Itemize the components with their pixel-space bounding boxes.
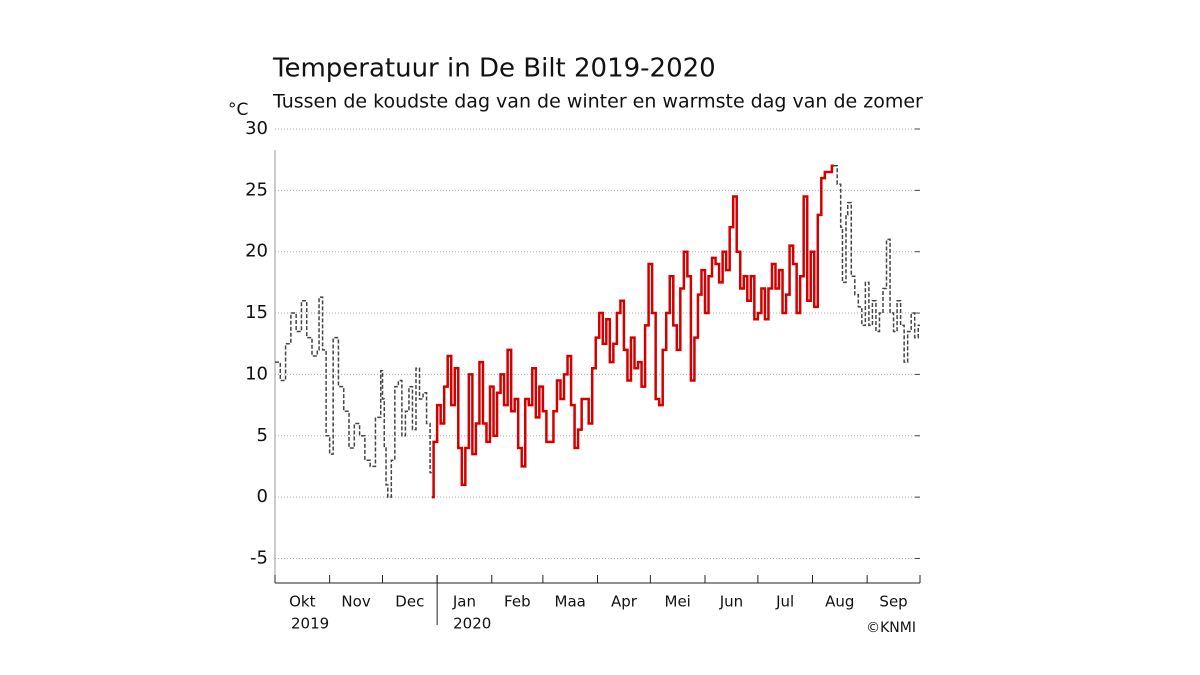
x-tick-label: Aug: [825, 593, 854, 611]
x-tick-label: Nov: [341, 593, 370, 611]
temperature-line: [833, 165, 920, 363]
x-tick-label: Sep: [879, 593, 907, 611]
y-tick-label: 30: [245, 118, 268, 139]
x-tick-label: Maa: [555, 593, 586, 611]
x-tick-label: Jul: [775, 593, 794, 611]
x-tick-label: Jan: [452, 593, 476, 611]
temperature-line: [431, 164, 834, 499]
temperature-line: [275, 296, 432, 498]
year-label: 2020: [453, 615, 491, 633]
credit: ©KNMI: [866, 620, 916, 636]
x-tick-label: Okt: [289, 593, 315, 611]
y-tick-label: 15: [245, 302, 268, 323]
year-label: 2019: [291, 615, 329, 633]
x-tick-label: Apr: [611, 593, 638, 611]
x-tick-label: Jun: [719, 593, 743, 611]
x-tick-label: Dec: [395, 593, 424, 611]
y-tick-label: -5: [250, 547, 268, 568]
y-tick-label: 25: [245, 179, 268, 200]
chart-subtitle: Tussen de koudste dag van de winter en w…: [272, 91, 923, 113]
y-tick-label: 5: [257, 425, 268, 446]
y-tick-label: 10: [245, 363, 268, 384]
y-unit: °C: [228, 100, 248, 120]
chart-title: Temperatuur in De Bilt 2019-2020: [272, 54, 716, 84]
x-tick-label: Feb: [504, 593, 531, 611]
y-tick-label: 0: [257, 486, 268, 507]
x-tick-label: Mei: [665, 593, 691, 611]
y-tick-label: 20: [245, 241, 268, 262]
